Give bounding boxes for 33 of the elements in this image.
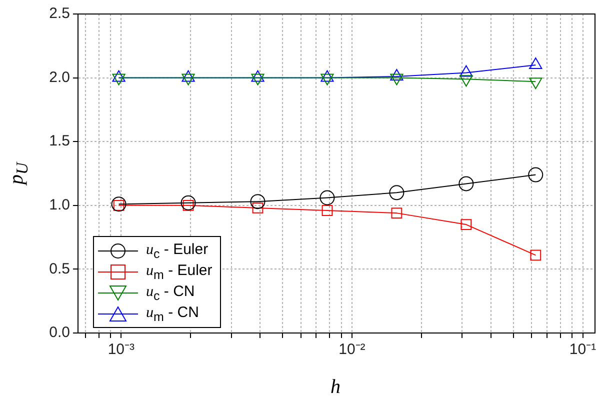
- x-tick-label: 10⁻¹: [569, 341, 596, 358]
- legend-label: u$_{m}$ - Euler: [146, 262, 212, 282]
- point: [529, 58, 542, 70]
- point: [460, 65, 473, 77]
- point: [112, 70, 126, 82]
- legend-label: u$_{c}$ - CN: [146, 282, 195, 302]
- legend-label: u$_{c}$ - Euler: [146, 240, 208, 260]
- point: [250, 194, 266, 210]
- y-tick-label: 2.0: [49, 68, 70, 86]
- x-tick-label: 10⁻³: [108, 341, 135, 358]
- point: [391, 208, 402, 219]
- x-tick-label: 10⁻²: [338, 341, 366, 358]
- point: [530, 250, 542, 261]
- y-tick-label: 1.5: [49, 132, 70, 150]
- y-tick-label: 1.0: [49, 196, 70, 214]
- point: [252, 202, 264, 214]
- point: [528, 167, 544, 182]
- point: [180, 195, 196, 210]
- point: [389, 185, 404, 200]
- point: [320, 70, 334, 82]
- point: [182, 70, 195, 82]
- x-axis-title: h: [330, 376, 340, 399]
- point: [390, 69, 404, 81]
- point: [111, 196, 126, 212]
- y-tick-label: 0.5: [49, 260, 70, 278]
- point: [458, 176, 474, 192]
- point: [320, 190, 335, 206]
- y-tick-label: 0.0: [49, 324, 70, 342]
- point: [460, 219, 472, 230]
- point: [322, 205, 333, 216]
- point: [251, 70, 264, 82]
- y-tick-label: 2.5: [49, 5, 70, 22]
- legend-label: u$_{m}$ - CN: [146, 304, 199, 324]
